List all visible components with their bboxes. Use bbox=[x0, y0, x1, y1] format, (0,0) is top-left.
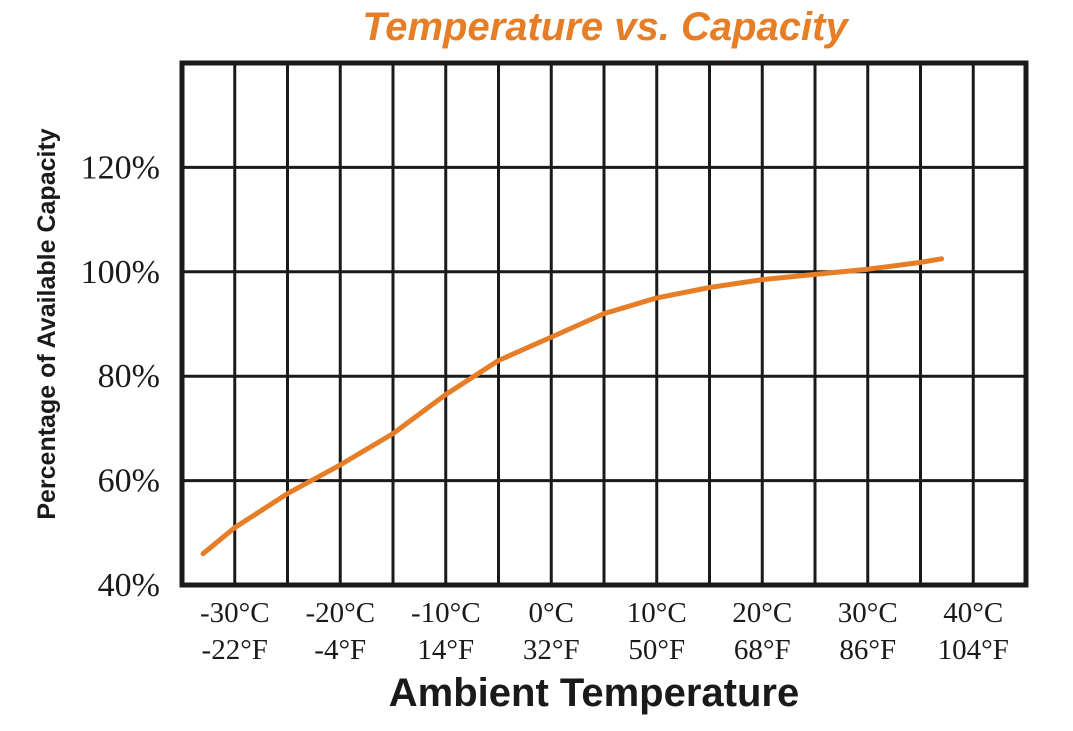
x-tick-label-fahrenheit: 86°F bbox=[839, 634, 896, 666]
x-tick-label-celsius: 0°C bbox=[529, 597, 574, 629]
x-tick-label-fahrenheit: 14°F bbox=[417, 634, 474, 666]
x-tick-label-celsius: 40°C bbox=[943, 597, 1003, 629]
y-tick-label: 100% bbox=[81, 254, 160, 291]
x-tick-label-celsius: 20°C bbox=[732, 597, 792, 629]
x-tick-label-fahrenheit: -4°F bbox=[314, 634, 366, 666]
grid bbox=[182, 63, 1026, 585]
x-axis-label: Ambient Temperature bbox=[389, 671, 799, 715]
y-axis-label: Percentage of Available Capacity bbox=[33, 128, 61, 519]
x-tick-label-fahrenheit: 50°F bbox=[628, 634, 685, 666]
y-tick-label: 60% bbox=[98, 463, 160, 500]
x-tick-label-fahrenheit: 104°F bbox=[938, 634, 1009, 666]
x-tick-label-fahrenheit: 32°F bbox=[523, 634, 580, 666]
chart-title: Temperature vs. Capacity bbox=[362, 5, 849, 49]
x-tick-label-celsius: -20°C bbox=[305, 597, 375, 629]
x-tick-label-fahrenheit: -22°F bbox=[202, 634, 268, 666]
y-tick-label: 40% bbox=[98, 567, 160, 604]
x-tick-label-celsius: 30°C bbox=[838, 597, 898, 629]
plot-frame bbox=[179, 60, 1029, 588]
capacity-line bbox=[200, 256, 945, 557]
x-tick-label-celsius: -30°C bbox=[200, 597, 270, 629]
x-tick-labels: -30°C -22°F -20°C -4°F -10°C 14°F 0°C 32°F 10°C 5… bbox=[200, 597, 1009, 666]
x-tick-label-celsius: 10°C bbox=[627, 597, 687, 629]
x-tick-label-fahrenheit: 68°F bbox=[734, 634, 791, 666]
y-tick-labels: 40% 60% 80% 100% 120% bbox=[81, 149, 160, 604]
y-tick-label: 80% bbox=[98, 358, 160, 395]
x-tick-label-celsius: -10°C bbox=[411, 597, 481, 629]
y-tick-label: 120% bbox=[81, 149, 160, 186]
